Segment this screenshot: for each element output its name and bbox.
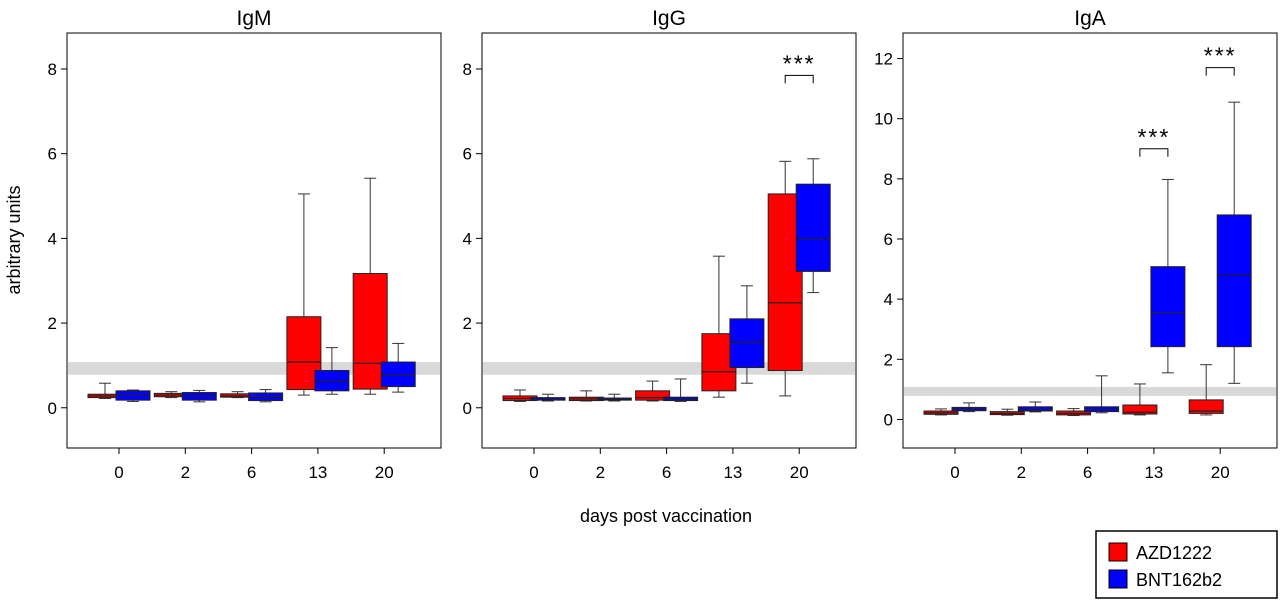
- box-azd1222-day-2: [989, 408, 1025, 416]
- x-tick-label: 2: [181, 463, 190, 482]
- legend-label: AZD1222: [1136, 543, 1212, 563]
- box-bnt162b2-day-2: [181, 389, 217, 403]
- box-bnt162b2-day-0: [115, 389, 151, 402]
- legend-swatch: [1108, 569, 1128, 589]
- y-tick-label: 2: [48, 314, 57, 333]
- box-azd1222-day-6: [635, 380, 671, 402]
- panel-title: IgA: [1074, 7, 1106, 30]
- plot-frame: [66, 32, 442, 449]
- y-tick-label: 6: [884, 230, 893, 249]
- box-iqr: [1017, 406, 1053, 412]
- x-tick-label: 20: [375, 463, 394, 482]
- box-iqr: [795, 183, 831, 272]
- box-iqr: [1188, 399, 1224, 414]
- significance-label: ***: [1204, 43, 1237, 69]
- panel-iga: IgA 0 2 4 6 8 10 12 0 2 6 13 20 *** ***: [874, 7, 1278, 482]
- box-azd1222-day-6: [1056, 408, 1092, 417]
- y-tick-label: 4: [48, 229, 57, 248]
- y-tick-label: 6: [463, 145, 472, 164]
- significance-bracket: [1205, 67, 1235, 76]
- box-iqr: [314, 370, 350, 392]
- x-tick-label: 0: [950, 463, 959, 482]
- box-bnt162b2-day-6: [1084, 375, 1120, 414]
- box-iqr: [1084, 406, 1120, 413]
- significance-label: ***: [783, 50, 816, 76]
- reference-band: [904, 386, 1276, 396]
- panel-igg: IgG 0 2 4 6 8 0 2 6 13 20 ***: [463, 7, 857, 482]
- y-tick-label: 8: [463, 60, 472, 79]
- x-tick-label: 13: [308, 463, 327, 482]
- x-tick-label: 2: [596, 463, 605, 482]
- y-tick-label: 8: [48, 60, 57, 79]
- significance-bracket: [1139, 148, 1169, 157]
- box-bnt162b2-day-0: [530, 393, 566, 402]
- significance-label: ***: [1137, 124, 1170, 150]
- y-tick-label: 8: [884, 170, 893, 189]
- legend-label: BNT162b2: [1136, 570, 1222, 590]
- box-bnt162b2-day-0: [951, 402, 987, 413]
- box-iqr: [729, 318, 765, 369]
- plot-frame: [902, 32, 1278, 449]
- plot-frame: [481, 32, 857, 449]
- significance-day-13: ***: [1137, 124, 1170, 157]
- box-bnt162b2-day-13: [729, 285, 765, 384]
- box-bnt162b2-day-20: [795, 158, 831, 294]
- x-tick-label: 20: [790, 463, 809, 482]
- significance-day-20: ***: [1204, 43, 1237, 76]
- box-azd1222-day-0: [923, 408, 959, 416]
- box-bnt162b2-day-20: [1216, 101, 1252, 384]
- y-tick-label: 12: [874, 50, 893, 69]
- x-tick-label: 2: [1017, 463, 1026, 482]
- box-bnt162b2-day-2: [1017, 401, 1053, 413]
- y-tick-label: 10: [874, 110, 893, 129]
- y-tick-label: 2: [463, 314, 472, 333]
- x-tick-label: 13: [723, 463, 742, 482]
- box-iqr: [1150, 266, 1186, 348]
- box-bnt162b2-day-6: [663, 378, 699, 402]
- box-bnt162b2-day-13: [1150, 178, 1186, 374]
- y-tick-label: 4: [463, 229, 472, 248]
- box-iqr: [635, 390, 671, 401]
- legend-swatch: [1108, 542, 1128, 562]
- box-bnt162b2-day-6: [248, 389, 284, 403]
- x-tick-label: 6: [1083, 463, 1092, 482]
- y-tick-label: 0: [463, 399, 472, 418]
- y-tick-label: 0: [884, 410, 893, 429]
- y-axis-label: arbitrary units: [4, 185, 24, 294]
- box-bnt162b2-day-20: [380, 342, 416, 393]
- box-azd1222-day-13: [1122, 383, 1158, 416]
- x-tick-label: 0: [529, 463, 538, 482]
- box-bnt162b2-day-2: [596, 393, 632, 402]
- y-tick-label: 0: [48, 399, 57, 418]
- x-tick-label: 6: [247, 463, 256, 482]
- panel-igm: IgM 0 2 4 6 8 0 2 6 13 20: [48, 7, 442, 482]
- box-bnt162b2-day-13: [314, 347, 350, 395]
- x-tick-label: 13: [1144, 463, 1163, 482]
- box-iqr: [1122, 404, 1158, 415]
- legend: AZD1222 BNT162b2: [1095, 530, 1278, 599]
- x-tick-label: 6: [662, 463, 671, 482]
- significance-bracket: [784, 74, 814, 84]
- box-azd1222-day-13: [286, 193, 322, 396]
- significance-day-20: ***: [783, 50, 816, 84]
- y-tick-label: 2: [884, 350, 893, 369]
- x-tick-label: 20: [1211, 463, 1230, 482]
- box-azd1222-day-20: [1188, 364, 1224, 416]
- panel-title: IgG: [652, 7, 686, 30]
- x-axis-label: days post vaccination: [580, 506, 752, 526]
- panel-title: IgM: [236, 7, 271, 30]
- y-tick-label: 4: [884, 290, 893, 309]
- box-iqr: [1216, 214, 1252, 348]
- x-tick-label: 0: [114, 463, 123, 482]
- y-tick-label: 6: [48, 145, 57, 164]
